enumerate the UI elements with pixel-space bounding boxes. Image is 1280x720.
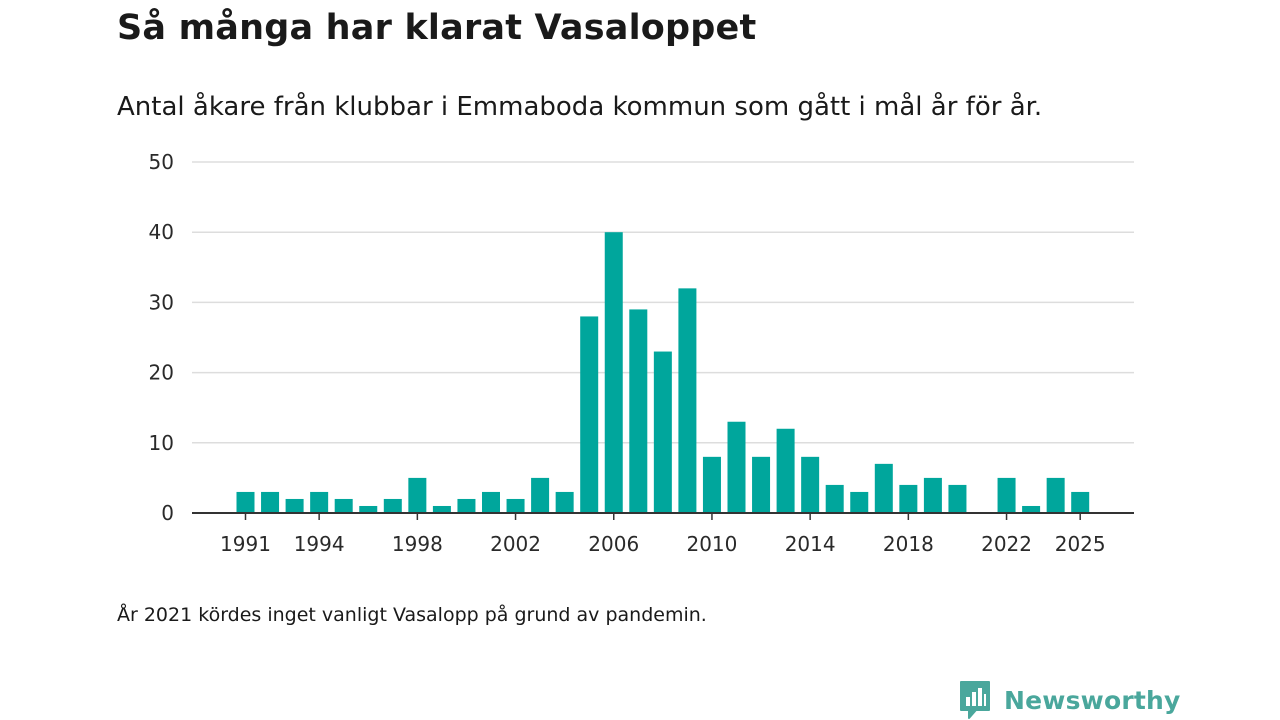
bar-2023[interactable] [1022,505,1041,513]
bar-2016[interactable] [850,491,869,513]
y-tick-label: 50 [149,150,174,174]
y-tick-label: 30 [149,290,174,314]
bar-2017[interactable] [874,463,893,513]
bar-2022[interactable] [997,477,1016,513]
x-tick-label: 2022 [981,532,1032,556]
bars [236,232,1090,513]
bar-1996[interactable] [359,505,378,513]
bar-2024[interactable] [1046,477,1065,513]
bar-2020[interactable] [948,484,967,513]
bar-1993[interactable] [285,498,304,513]
bar-2012[interactable] [752,456,771,513]
chart-title: Så många har klarat Vasaloppet [117,8,757,48]
bar-2003[interactable] [531,477,550,513]
bar-2001[interactable] [482,491,500,513]
y-tick-label: 20 [149,361,174,385]
bar-1999[interactable] [432,505,451,513]
bar-2008[interactable] [653,351,672,513]
bar-2014[interactable] [801,456,820,513]
y-tick-label: 10 [149,431,174,455]
bar-2013[interactable] [776,428,795,513]
x-tick-label: 2010 [686,532,737,556]
bar-2019[interactable] [923,477,942,513]
chart-subtitle: Antal åkare från klubbar i Emmaboda komm… [117,92,1043,122]
bar-1995[interactable] [334,498,353,513]
y-tick-label: 0 [161,501,174,525]
bar-2002[interactable] [506,498,525,513]
x-tick-label: 2018 [883,532,934,556]
x-tick-label: 1998 [392,532,443,556]
x-tick-label: 2002 [490,532,541,556]
x-tick-label: 2014 [785,532,836,556]
bar-1997[interactable] [383,498,402,513]
footnote: År 2021 kördes inget vanligt Vasalopp på… [117,604,707,626]
bar-2007[interactable] [629,309,648,513]
x-tick-label: 2025 [1055,532,1106,556]
bar-1994[interactable] [310,491,329,513]
bar-2025[interactable] [1071,491,1090,513]
bar-1991[interactable] [236,491,255,513]
bar-2004[interactable] [555,491,574,513]
x-tick-label: 1994 [294,532,345,556]
brand-name: Newsworthy [1004,685,1181,715]
x-tick-label: 1991 [220,532,271,556]
newsworthy-logo-icon [960,681,990,719]
bar-1992[interactable] [261,491,280,513]
bar-2015[interactable] [825,484,844,513]
bar-2010[interactable] [702,456,721,513]
y-axis-ticks: 0 10 20 30 40 50 [149,150,174,525]
bar-2009[interactable] [678,288,697,513]
bar-2005[interactable] [580,316,599,513]
bar-2011[interactable] [727,421,746,513]
x-tick-label: 2006 [588,532,639,556]
newsworthy-logo[interactable]: Newsworthy [958,680,1181,720]
bar-2018[interactable] [899,484,918,513]
y-tick-label: 40 [149,220,174,244]
bar-1998[interactable] [408,477,427,513]
bar-2000[interactable] [457,498,476,513]
x-axis-ticks: 1991 1994 1998 2002 2006 2010 2014 2018 2022 2025 [220,513,1106,556]
bar-2006[interactable] [604,232,623,513]
